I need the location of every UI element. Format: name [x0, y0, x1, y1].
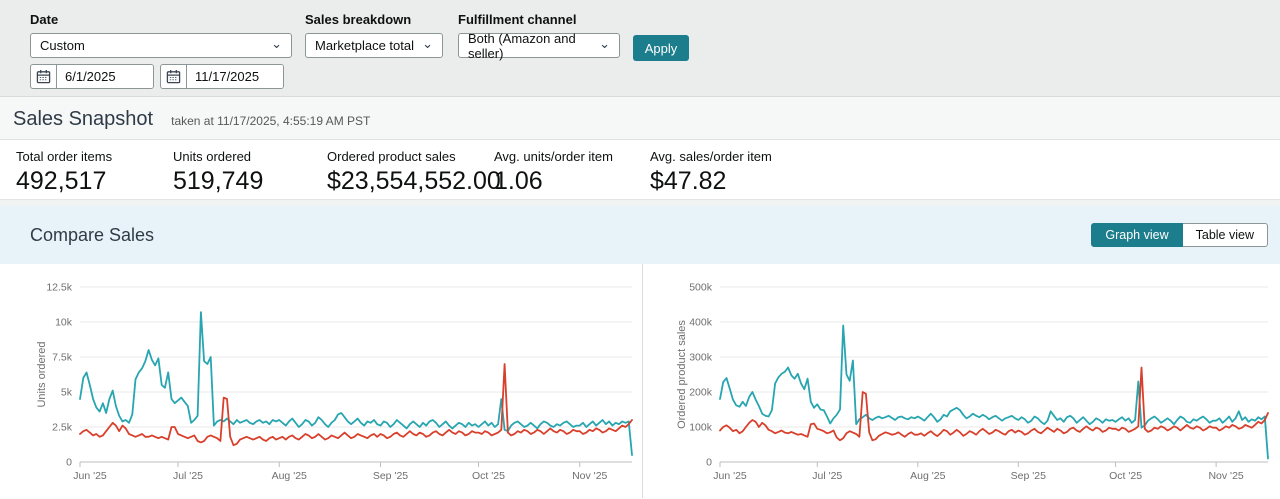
svg-text:0: 0 — [706, 457, 712, 469]
filter-bar: Date Custom ⌄ — [0, 0, 1280, 97]
sales-breakdown-label: Sales breakdown — [305, 12, 443, 27]
date-range-selected-value: Custom — [40, 38, 85, 53]
graph-view-button[interactable]: Graph view — [1091, 223, 1182, 247]
units-ordered-chart-panel: 0 2.5k 5k 7.5k 10k 12.5k Jun '25 Jul '25 Aug '25… — [0, 264, 643, 498]
end-date-group — [160, 64, 284, 89]
svg-text:300k: 300k — [689, 352, 713, 364]
sales-dashboard-page: Date Custom ⌄ — [0, 0, 1280, 498]
svg-text:400k: 400k — [689, 317, 713, 329]
ordered-product-sales-chart-panel: 0 100k 200k 300k 400k 500k Jun '25 Jul '25 Aug '… — [643, 264, 1279, 498]
svg-text:0: 0 — [66, 457, 72, 469]
stat-total-order-items: Total order items 492,517 — [16, 149, 173, 199]
svg-text:Nov '25: Nov '25 — [1208, 470, 1243, 482]
date-filter-group: Date Custom ⌄ — [30, 12, 292, 89]
svg-text:5k: 5k — [61, 387, 73, 399]
sales-breakdown-selected-value: Marketplace total — [315, 38, 414, 53]
svg-text:Nov '25: Nov '25 — [572, 470, 607, 482]
stat-units-ordered: Units ordered 519,749 — [173, 149, 327, 199]
svg-text:Units ordered: Units ordered — [36, 341, 48, 407]
table-view-button[interactable]: Table view — [1183, 223, 1268, 247]
sales-breakdown-select[interactable]: Marketplace total ⌄ — [305, 33, 443, 58]
svg-text:200k: 200k — [689, 387, 713, 399]
ordered-product-sales-chart[interactable]: 0 100k 200k 300k 400k 500k Jun '25 Jul '25 Aug '… — [643, 264, 1279, 494]
sales-snapshot-stats: Total order items 492,517 Units ordered … — [0, 140, 1280, 200]
svg-text:Jul '25: Jul '25 — [173, 470, 203, 482]
chevron-down-icon: ⌄ — [271, 39, 282, 49]
svg-text:Aug '25: Aug '25 — [272, 470, 307, 482]
fulfillment-channel-selected-value: Both (Amazon and seller) — [468, 31, 599, 61]
svg-text:Jun '25: Jun '25 — [73, 470, 107, 482]
compare-sales-title: Compare Sales — [30, 225, 154, 246]
svg-text:Ordered product sales: Ordered product sales — [676, 320, 688, 429]
sales-breakdown-filter-group: Sales breakdown Marketplace total ⌄ — [305, 12, 443, 58]
svg-text:12.5k: 12.5k — [46, 282, 72, 294]
svg-text:Jul '25: Jul '25 — [812, 470, 842, 482]
svg-text:500k: 500k — [689, 282, 713, 294]
sales-snapshot-header: Sales Snapshot taken at 11/17/2025, 4:55… — [0, 97, 1280, 140]
svg-text:Sep '25: Sep '25 — [373, 470, 408, 482]
charts-area: 0 2.5k 5k 7.5k 10k 12.5k Jun '25 Jul '25 Aug '25… — [0, 264, 1280, 498]
date-range-select[interactable]: Custom ⌄ — [30, 33, 292, 58]
apply-button[interactable]: Apply — [633, 35, 689, 61]
snapshot-timestamp: taken at 11/17/2025, 4:55:19 AM PST — [171, 114, 370, 128]
compare-sales-header: Compare Sales Graph view Table view — [0, 206, 1280, 264]
date-filter-label: Date — [30, 12, 292, 27]
chevron-down-icon: ⌄ — [599, 39, 610, 49]
view-toggle: Graph view Table view — [1091, 223, 1268, 247]
svg-text:Jun '25: Jun '25 — [713, 470, 747, 482]
svg-text:Aug '25: Aug '25 — [910, 470, 945, 482]
stat-avg-units-per-order-item: Avg. units/order item 1.06 — [494, 149, 650, 199]
svg-text:7.5k: 7.5k — [52, 352, 73, 364]
svg-text:Oct '25: Oct '25 — [472, 470, 505, 482]
stat-avg-sales-per-order-item: Avg. sales/order item $47.82 — [650, 149, 772, 199]
start-date-input[interactable] — [57, 65, 153, 88]
chevron-down-icon: ⌄ — [422, 39, 433, 49]
fulfillment-channel-label: Fulfillment channel — [458, 12, 620, 27]
stat-ordered-product-sales: Ordered product sales $23,554,552.00 — [327, 149, 494, 199]
date-range-inputs — [30, 64, 292, 89]
units-ordered-chart[interactable]: 0 2.5k 5k 7.5k 10k 12.5k Jun '25 Jul '25 Aug '25… — [0, 264, 642, 494]
calendar-icon[interactable] — [161, 65, 187, 88]
sales-snapshot-title: Sales Snapshot — [13, 108, 153, 131]
calendar-icon[interactable] — [31, 65, 57, 88]
svg-text:Oct '25: Oct '25 — [1109, 470, 1142, 482]
fulfillment-channel-filter-group: Fulfillment channel Both (Amazon and sel… — [458, 12, 620, 58]
svg-text:2.5k: 2.5k — [52, 422, 73, 434]
end-date-input[interactable] — [187, 65, 283, 88]
svg-text:100k: 100k — [689, 422, 713, 434]
svg-text:10k: 10k — [55, 317, 73, 329]
svg-text:Sep '25: Sep '25 — [1011, 470, 1046, 482]
start-date-group — [30, 64, 154, 89]
fulfillment-channel-select[interactable]: Both (Amazon and seller) ⌄ — [458, 33, 620, 58]
